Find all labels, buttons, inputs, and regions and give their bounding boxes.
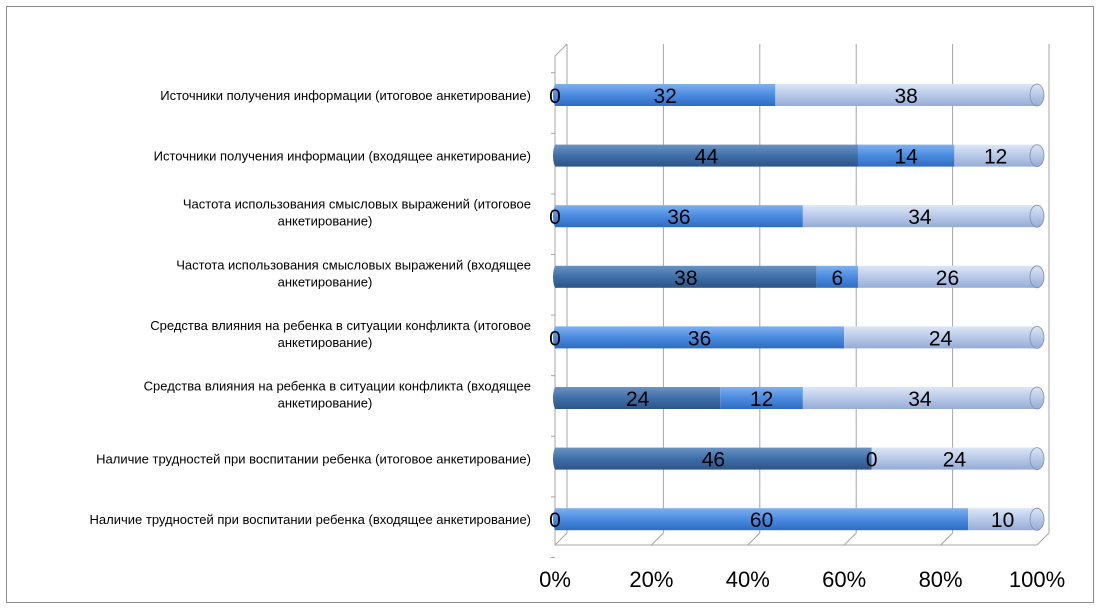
x-tick-label: 80% xyxy=(919,567,963,592)
chart-frame: 0% 20% 40% 60% 80% 100% 0 32 38 Источники получен… xyxy=(6,6,1094,603)
bar-end-cap xyxy=(1029,204,1045,228)
data-label: 10 xyxy=(991,509,1014,532)
data-label: 36 xyxy=(688,327,711,350)
bar-segment xyxy=(816,265,858,288)
bar-start-cap xyxy=(553,326,559,349)
floor-gridline xyxy=(554,532,568,546)
bar-start-cap xyxy=(553,387,559,409)
bar-segment xyxy=(555,84,776,106)
data-label: 0 xyxy=(549,206,561,229)
data-label: 24 xyxy=(929,327,953,350)
floor-gridline xyxy=(940,532,953,546)
floor-gridline xyxy=(1036,532,1050,546)
wall-edge xyxy=(554,43,568,57)
data-label: 38 xyxy=(674,267,697,290)
floor-gridline xyxy=(747,532,761,546)
data-label: 46 xyxy=(702,449,725,472)
bar-start-cap xyxy=(553,447,559,470)
bar-end-cap xyxy=(1029,386,1045,410)
data-label: 0 xyxy=(549,509,561,532)
bar-end-cap xyxy=(1029,83,1045,107)
category-label: анкетирование) xyxy=(278,335,373,350)
bar-end-cap xyxy=(1029,447,1045,471)
bar-segment xyxy=(720,387,803,409)
bar-segment xyxy=(775,84,1037,106)
bar-segment xyxy=(555,326,845,349)
category-label: Источники получения информации (итоговое… xyxy=(160,88,531,103)
bar-segment xyxy=(802,387,1037,409)
category-label: Наличие трудностей при воспитании ребенк… xyxy=(96,452,531,467)
data-label: 32 xyxy=(653,85,676,108)
category-label: анкетирование) xyxy=(278,274,373,289)
data-label: 24 xyxy=(626,388,650,411)
bar-segment xyxy=(844,326,1037,349)
bar-segment xyxy=(555,447,872,470)
data-label: 0 xyxy=(549,327,561,350)
category-label: Частота использования смысловых выражени… xyxy=(183,197,531,212)
x-tick-label: 40% xyxy=(726,567,770,592)
data-label: 0 xyxy=(866,449,878,472)
bar-segment xyxy=(555,144,858,167)
bar-start-cap xyxy=(553,144,559,167)
data-label: 24 xyxy=(943,449,967,472)
bar-start-cap xyxy=(553,508,559,531)
bar-segment xyxy=(555,387,721,409)
data-label: 14 xyxy=(894,146,918,169)
data-label: 26 xyxy=(936,267,959,290)
floor-gridline xyxy=(843,532,857,546)
bar-end-cap xyxy=(1029,144,1045,168)
x-tick-label: 20% xyxy=(629,567,673,592)
bar-segment xyxy=(954,144,1037,167)
data-label: 36 xyxy=(667,206,690,229)
data-label: 34 xyxy=(908,206,932,229)
x-tick-label: 0% xyxy=(539,567,571,592)
x-tick-label: 100% xyxy=(1009,567,1065,592)
data-label: 34 xyxy=(908,388,932,411)
bar-start-cap xyxy=(553,84,559,106)
data-label: 44 xyxy=(695,146,719,169)
bar-segment xyxy=(555,265,817,288)
bar-end-cap xyxy=(1029,507,1045,531)
category-label: Средства влияния на ребенка в ситуации к… xyxy=(144,379,531,394)
floor-gridline xyxy=(651,532,664,546)
bar-start-cap xyxy=(553,265,559,288)
category-label: анкетирование) xyxy=(278,214,373,229)
bar-end-cap xyxy=(1029,265,1045,289)
data-label: 0 xyxy=(549,85,561,108)
category-label: Средства влияния на ребенка в ситуации к… xyxy=(150,318,531,333)
bar-end-cap xyxy=(1029,325,1045,349)
bar-start-cap xyxy=(553,205,559,228)
bar-segment xyxy=(857,144,955,167)
category-label: Наличие трудностей при воспитании ребенк… xyxy=(90,512,531,527)
bar-segment xyxy=(968,508,1037,531)
data-label: 60 xyxy=(750,509,773,532)
bar-segment xyxy=(871,447,1037,470)
data-label: 12 xyxy=(750,388,773,411)
category-label: Частота использования смысловых выражени… xyxy=(176,257,531,272)
data-label: 12 xyxy=(984,146,1007,169)
category-label: Источники получения информации (входящее… xyxy=(154,149,531,164)
x-tick-label: 60% xyxy=(822,567,866,592)
bar-chart: 0% 20% 40% 60% 80% 100% 0 32 38 Источники получен… xyxy=(90,43,1065,592)
bar-segment xyxy=(555,205,803,228)
category-label: анкетирование) xyxy=(278,396,373,411)
data-label: 6 xyxy=(831,267,843,290)
data-label: 38 xyxy=(894,85,917,108)
bar-segment xyxy=(555,508,969,531)
bar-segment xyxy=(857,265,1037,288)
bar-segment xyxy=(802,205,1037,228)
